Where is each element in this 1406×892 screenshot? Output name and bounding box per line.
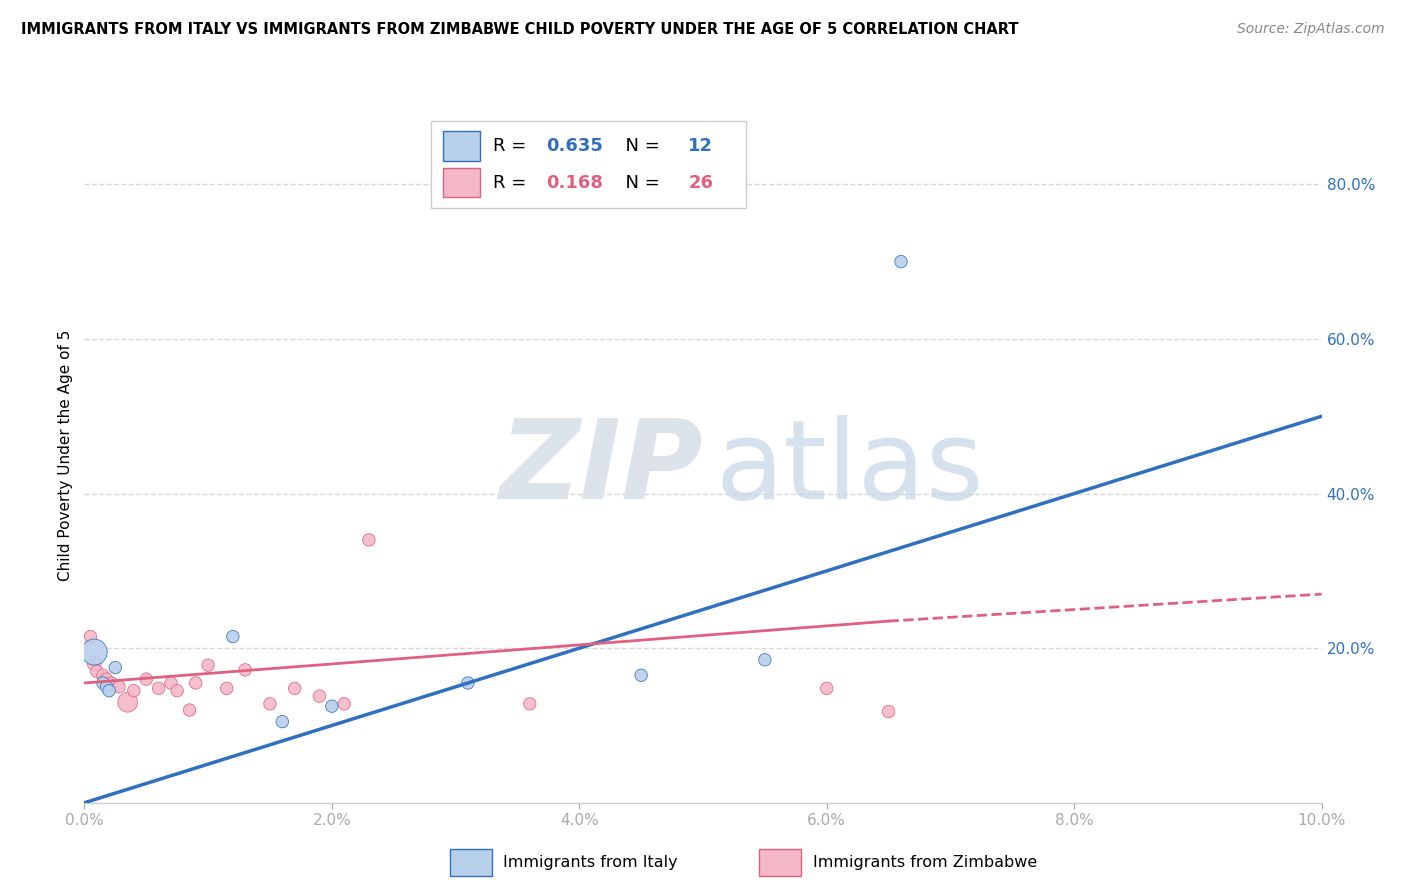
Text: R =: R = (492, 174, 531, 192)
Point (197, 658, 219, 673)
Point (754, 653, 776, 667)
Text: Immigrants from Italy: Immigrants from Italy (503, 855, 678, 870)
Point (160, 676, 183, 690)
Text: N =: N = (614, 174, 665, 192)
Point (135, 672, 157, 686)
Point (357, 533, 380, 547)
FancyBboxPatch shape (430, 121, 747, 208)
Point (83, 657, 105, 671)
Point (184, 676, 207, 690)
Point (108, 680, 131, 694)
Point (91, 676, 114, 690)
Text: atlas: atlas (716, 416, 984, 523)
Point (86, 665, 108, 679)
Point (630, 668, 652, 682)
Text: N =: N = (614, 137, 665, 155)
Point (308, 689, 330, 703)
Point (83, 645, 105, 659)
Point (519, 697, 541, 711)
Point (321, 699, 343, 714)
Point (179, 703, 201, 717)
Point (284, 681, 307, 696)
Text: Immigrants from Zimbabwe: Immigrants from Zimbabwe (813, 855, 1036, 870)
Text: ZIP: ZIP (499, 416, 703, 523)
Y-axis label: Child Poverty Under the Age of 5: Child Poverty Under the Age of 5 (58, 329, 73, 581)
Point (222, 630, 245, 644)
Point (104, 660, 127, 674)
Point (96, 680, 118, 694)
Point (815, 681, 838, 696)
Point (122, 683, 145, 698)
FancyBboxPatch shape (443, 131, 481, 161)
Point (100, 676, 122, 690)
Point (333, 697, 356, 711)
Point (96, 672, 118, 686)
Point (117, 695, 139, 709)
Point (457, 676, 479, 690)
Point (259, 697, 281, 711)
Text: 0.635: 0.635 (546, 137, 603, 155)
FancyBboxPatch shape (443, 169, 481, 197)
Text: Source: ZipAtlas.com: Source: ZipAtlas.com (1237, 22, 1385, 37)
Point (79, 630, 101, 644)
Point (91, 668, 114, 682)
Point (148, 681, 170, 696)
Point (166, 683, 188, 698)
Point (890, 254, 912, 268)
Point (233, 663, 256, 677)
Text: 26: 26 (688, 174, 713, 192)
Text: 0.168: 0.168 (546, 174, 603, 192)
Text: IMMIGRANTS FROM ITALY VS IMMIGRANTS FROM ZIMBABWE CHILD POVERTY UNDER THE AGE OF: IMMIGRANTS FROM ITALY VS IMMIGRANTS FROM… (21, 22, 1018, 37)
Text: 12: 12 (688, 137, 713, 155)
Point (271, 714, 294, 729)
Point (98, 683, 121, 698)
Text: R =: R = (492, 137, 531, 155)
Point (215, 681, 238, 696)
Point (877, 705, 900, 719)
